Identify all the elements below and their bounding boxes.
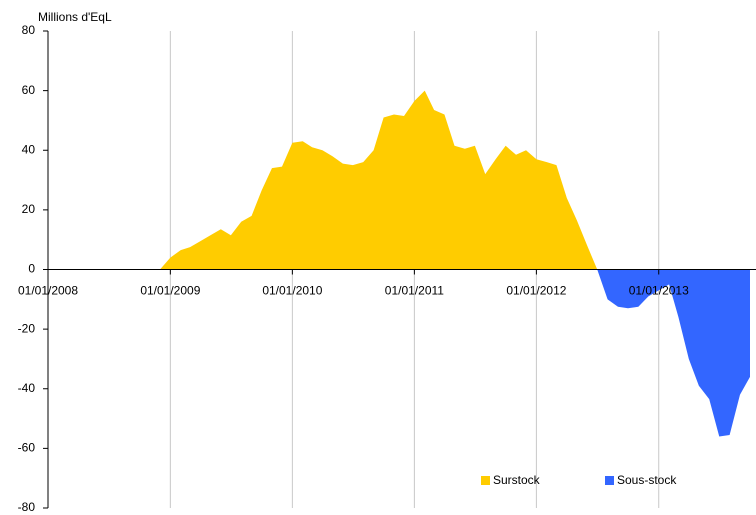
y-tick-label: 80 bbox=[22, 23, 36, 37]
x-tick-label: 01/01/2012 bbox=[506, 284, 566, 298]
legend-swatch bbox=[605, 476, 614, 485]
x-tick-label: 01/01/2013 bbox=[629, 284, 689, 298]
y-axis-label: Millions d'EqL bbox=[38, 10, 112, 24]
x-tick-label: 01/01/2011 bbox=[385, 284, 444, 298]
legend-label: Sous-stock bbox=[617, 473, 677, 487]
y-tick-label: 40 bbox=[22, 142, 36, 156]
x-tick-label: 01/01/2008 bbox=[18, 284, 78, 298]
y-tick-label: 0 bbox=[28, 262, 35, 276]
y-tick-label: -80 bbox=[18, 500, 36, 514]
legend-label: Surstock bbox=[493, 473, 541, 487]
x-tick-label: 01/01/2010 bbox=[262, 284, 322, 298]
y-tick-label: 20 bbox=[22, 202, 36, 216]
x-tick-label: 01/01/2009 bbox=[140, 284, 200, 298]
area bbox=[597, 269, 750, 437]
area bbox=[159, 90, 598, 270]
legend-swatch bbox=[481, 476, 490, 485]
y-tick-label: -20 bbox=[18, 321, 36, 335]
y-tick-label: -40 bbox=[18, 381, 36, 395]
y-tick-label: 60 bbox=[22, 83, 36, 97]
y-tick-label: -60 bbox=[18, 441, 36, 455]
